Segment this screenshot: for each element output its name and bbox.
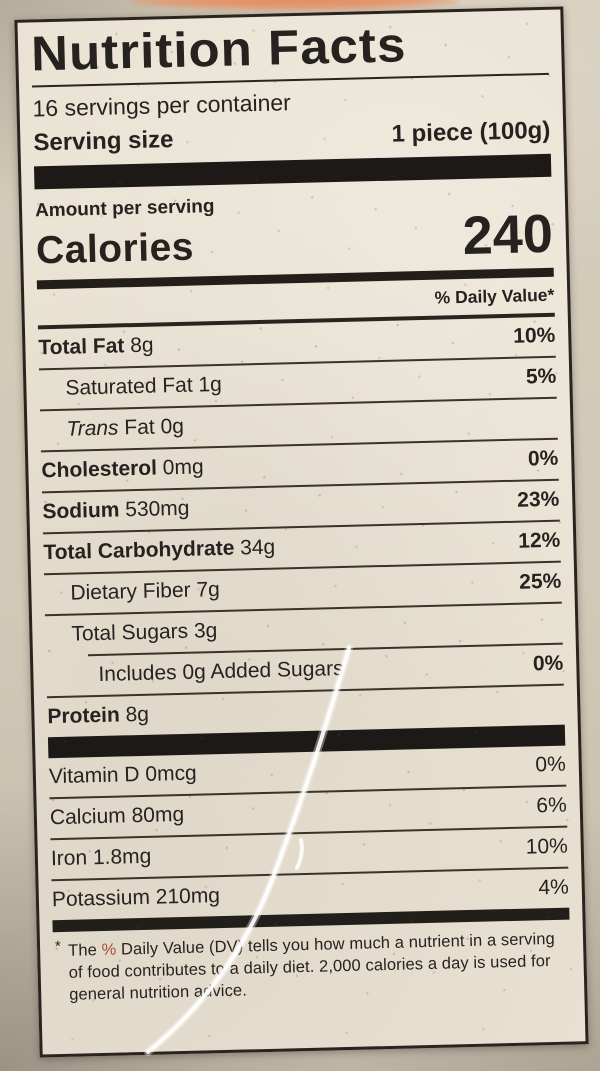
daily-value-percent: 12% (517, 528, 561, 553)
bag-print-edge (130, 0, 460, 10)
footnote-percent-glyph: % (101, 940, 117, 959)
servings-per-container: 16 servings per container (32, 89, 292, 122)
nutrition-facts-label: Nutrition Facts 16 servings per containe… (14, 6, 589, 1058)
nutrient-name-amount: Total Fat 8g (38, 333, 154, 359)
nutrient-name-amount: Iron 1.8mg (50, 844, 152, 870)
footnote-text-2: Daily Value (DV) tells you how much a nu… (68, 929, 555, 1004)
footnote-text-1: The (67, 940, 102, 960)
daily-value-percent: 0% (527, 446, 559, 471)
daily-value-percent: 6% (536, 793, 568, 817)
nutrient-name-amount: Total Carbohydrate 34g (43, 535, 276, 564)
nutrient-name-amount: Cholesterol 0mg (41, 454, 204, 482)
calories-value: 240 (461, 203, 554, 266)
serving-size-value: 1 piece (100g) (391, 116, 551, 148)
footnote-asterisk: * (54, 937, 62, 955)
nutrient-name-amount: Vitamin D 0mcg (48, 761, 197, 788)
nutrient-table: Total Fat 8g 10% Saturated Fat 1g 5% Trans F… (38, 316, 565, 737)
nutrient-name-amount: Total Sugars 3g (71, 618, 218, 646)
daily-value-percent: 10% (525, 834, 569, 859)
micronutrient-table: Vitamin D 0mcg 0% Calcium 80mg 6% Iron 1.8mg… (48, 745, 569, 920)
nutrient-name-amount: Potassium 210mg (51, 883, 221, 911)
daily-value-percent: 0% (535, 752, 567, 776)
daily-value-percent: 10% (512, 323, 556, 348)
calories-label: Calories (35, 225, 195, 273)
serving-size-label: Serving size (33, 125, 174, 157)
nutrient-name-amount: Calcium 80mg (49, 802, 185, 829)
daily-value-percent: 4% (538, 875, 570, 899)
daily-value-percent: 23% (516, 487, 560, 512)
nutrient-name-amount: Dietary Fiber 7g (70, 577, 221, 605)
footnote: * The % Daily Value (DV) tells you how mu… (53, 919, 572, 1006)
nutrient-name-amount: Trans Fat 0g (66, 414, 185, 441)
daily-value-percent: 5% (525, 364, 557, 389)
nutrient-name-amount: Saturated Fat 1g (65, 372, 223, 400)
nutrient-name-amount: Sodium 530mg (42, 496, 190, 523)
daily-value-percent: 0% (532, 651, 564, 675)
nutrient-name-amount: Includes 0g Added Sugars (98, 656, 344, 686)
daily-value-percent: 25% (518, 569, 562, 594)
nutrient-name-amount: Protein 8g (47, 702, 150, 728)
